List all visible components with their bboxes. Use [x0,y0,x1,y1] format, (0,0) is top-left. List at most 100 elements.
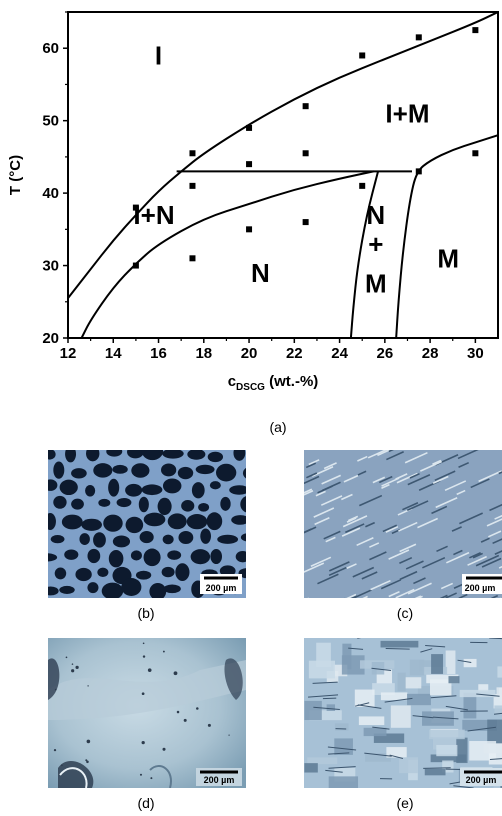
x-tick-label: 20 [241,345,258,362]
scalebar-e-label: 200 µm [466,775,497,785]
droplet [79,533,90,546]
droplet [162,478,182,494]
striation [441,438,449,442]
domain [430,754,467,763]
x-tick-label: 16 [150,345,167,362]
droplet [233,450,246,461]
domain [358,716,385,726]
caption-c: (c) [397,605,413,621]
droplet [143,512,166,527]
micrograph-b: 200 µm [48,450,246,598]
striation [357,455,368,462]
data-point [415,168,422,175]
domain-wall [489,758,502,761]
domain-wall [384,697,413,703]
domain [493,694,502,709]
striation [417,517,439,529]
domain-wall [312,681,338,684]
striation [386,434,403,442]
data-point [359,182,366,189]
droplet [139,530,154,544]
striation [396,472,418,484]
domain [483,743,502,754]
droplet [53,461,65,479]
droplet [85,484,96,497]
domain [390,705,411,728]
droplet [93,532,106,548]
droplet [186,514,208,530]
striation [416,595,423,598]
droplet [65,450,77,463]
domain [436,744,458,757]
striation [431,505,448,515]
striation [488,530,502,538]
striation [370,579,391,591]
droplet [108,549,124,568]
data-point [415,34,422,41]
striation [304,489,314,496]
striation [432,475,449,484]
striation [306,472,318,479]
droplet [97,567,109,578]
droplet [135,570,152,580]
domain [328,776,359,788]
striation [388,549,410,560]
data-point [472,27,479,34]
striation [404,451,428,464]
droplet [48,479,58,491]
x-tick-label: 24 [331,345,348,362]
y-tick-label: 50 [42,113,59,130]
droplet [87,582,99,594]
x-tick-label: 26 [376,345,393,362]
domain [442,760,454,773]
droplet [198,502,210,512]
droplet [207,451,224,463]
speck [183,718,187,722]
droplet [61,514,83,530]
domain [365,753,391,762]
striation [346,563,357,569]
striation [458,461,470,468]
striation [304,562,325,573]
droplet [141,484,163,496]
x-tick-label: 22 [286,345,303,362]
striation [395,588,415,598]
striation [407,473,431,486]
droplet [106,450,123,457]
striation [407,582,432,595]
striation [481,557,502,568]
striation [399,556,413,564]
droplet [220,496,231,511]
domain [380,692,408,701]
striation [342,515,368,528]
scalebar-c-label: 200 µm [465,583,496,593]
droplet [64,549,79,560]
droplet [48,586,59,596]
droplet [240,496,246,513]
striation [398,521,418,532]
domain-wall [420,648,433,653]
striation [485,441,493,445]
x-tick-label: 14 [105,345,122,362]
striation [328,566,347,577]
micrograph-d: 200 µm [48,638,246,788]
data-point [302,150,309,157]
domain-wall [453,785,474,788]
droplet [108,478,120,497]
droplet [112,535,131,548]
x-tick-label: 18 [195,345,212,362]
scalebar-b-label: 200 µm [206,583,237,593]
droplet [167,513,187,530]
domain [341,655,365,675]
droplet [240,533,246,542]
striation [321,433,341,442]
region-label: N [366,200,385,230]
striation [313,507,335,518]
striation [492,538,502,545]
y-tick-label: 60 [42,40,59,57]
striation [325,536,336,543]
domain-wall [412,715,434,719]
data-point [246,226,253,233]
striation [377,450,392,457]
droplet [242,467,246,479]
